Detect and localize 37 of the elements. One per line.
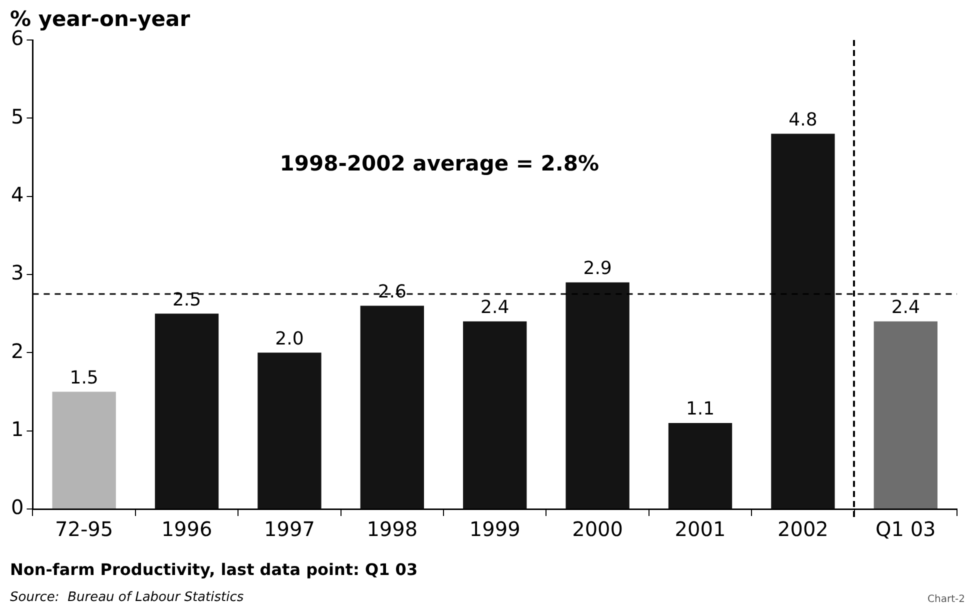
x-tick-label: 2002 [778, 517, 828, 542]
x-tick-label: 1996 [161, 517, 212, 542]
x-tick-label: 1997 [264, 517, 315, 542]
data-label: 2.4 [480, 297, 510, 318]
annotation: 1998-2002 average = 2.8% [280, 152, 600, 176]
data-label: 2.5 [172, 289, 202, 310]
data-label: 2.4 [891, 297, 920, 318]
y-tick-label: 5 [10, 104, 24, 128]
bar [360, 306, 424, 508]
data-label: 2.6 [378, 281, 406, 302]
x-tick-label: Q1 03 [876, 517, 936, 542]
y-tick-label: 4 [10, 182, 24, 207]
y-tick-label: 3 [10, 260, 24, 285]
source-note: Source: Bureau of Labour Statistics [10, 590, 244, 605]
data-label: 2.0 [275, 328, 304, 350]
text: Chart-2 [928, 594, 965, 605]
data-label: 1.1 [686, 398, 715, 420]
bar [463, 321, 527, 508]
data-label: 2.9 [583, 258, 612, 279]
bar [771, 134, 835, 508]
x-tick-label: 2000 [572, 517, 624, 542]
bar [52, 392, 116, 508]
bar [874, 321, 938, 508]
y-tick-label: 0 [10, 495, 24, 520]
bar [668, 423, 732, 508]
text: Non-farm Productivity, last data point: Q1 03 [10, 560, 418, 579]
x-tick-label: 1998 [366, 517, 418, 542]
data-label: 1.5 [70, 367, 98, 388]
x-tick-label: 72-95 [55, 517, 114, 542]
bar [258, 352, 322, 508]
data-label: 4.8 [788, 109, 818, 130]
bar [566, 282, 630, 508]
y-tick-label: 2 [10, 338, 24, 363]
x-tick-label: 2001 [674, 517, 726, 542]
y-tick-label: 1 [10, 417, 24, 442]
bar [154, 314, 219, 508]
x-tick-label: 1999 [469, 517, 520, 542]
